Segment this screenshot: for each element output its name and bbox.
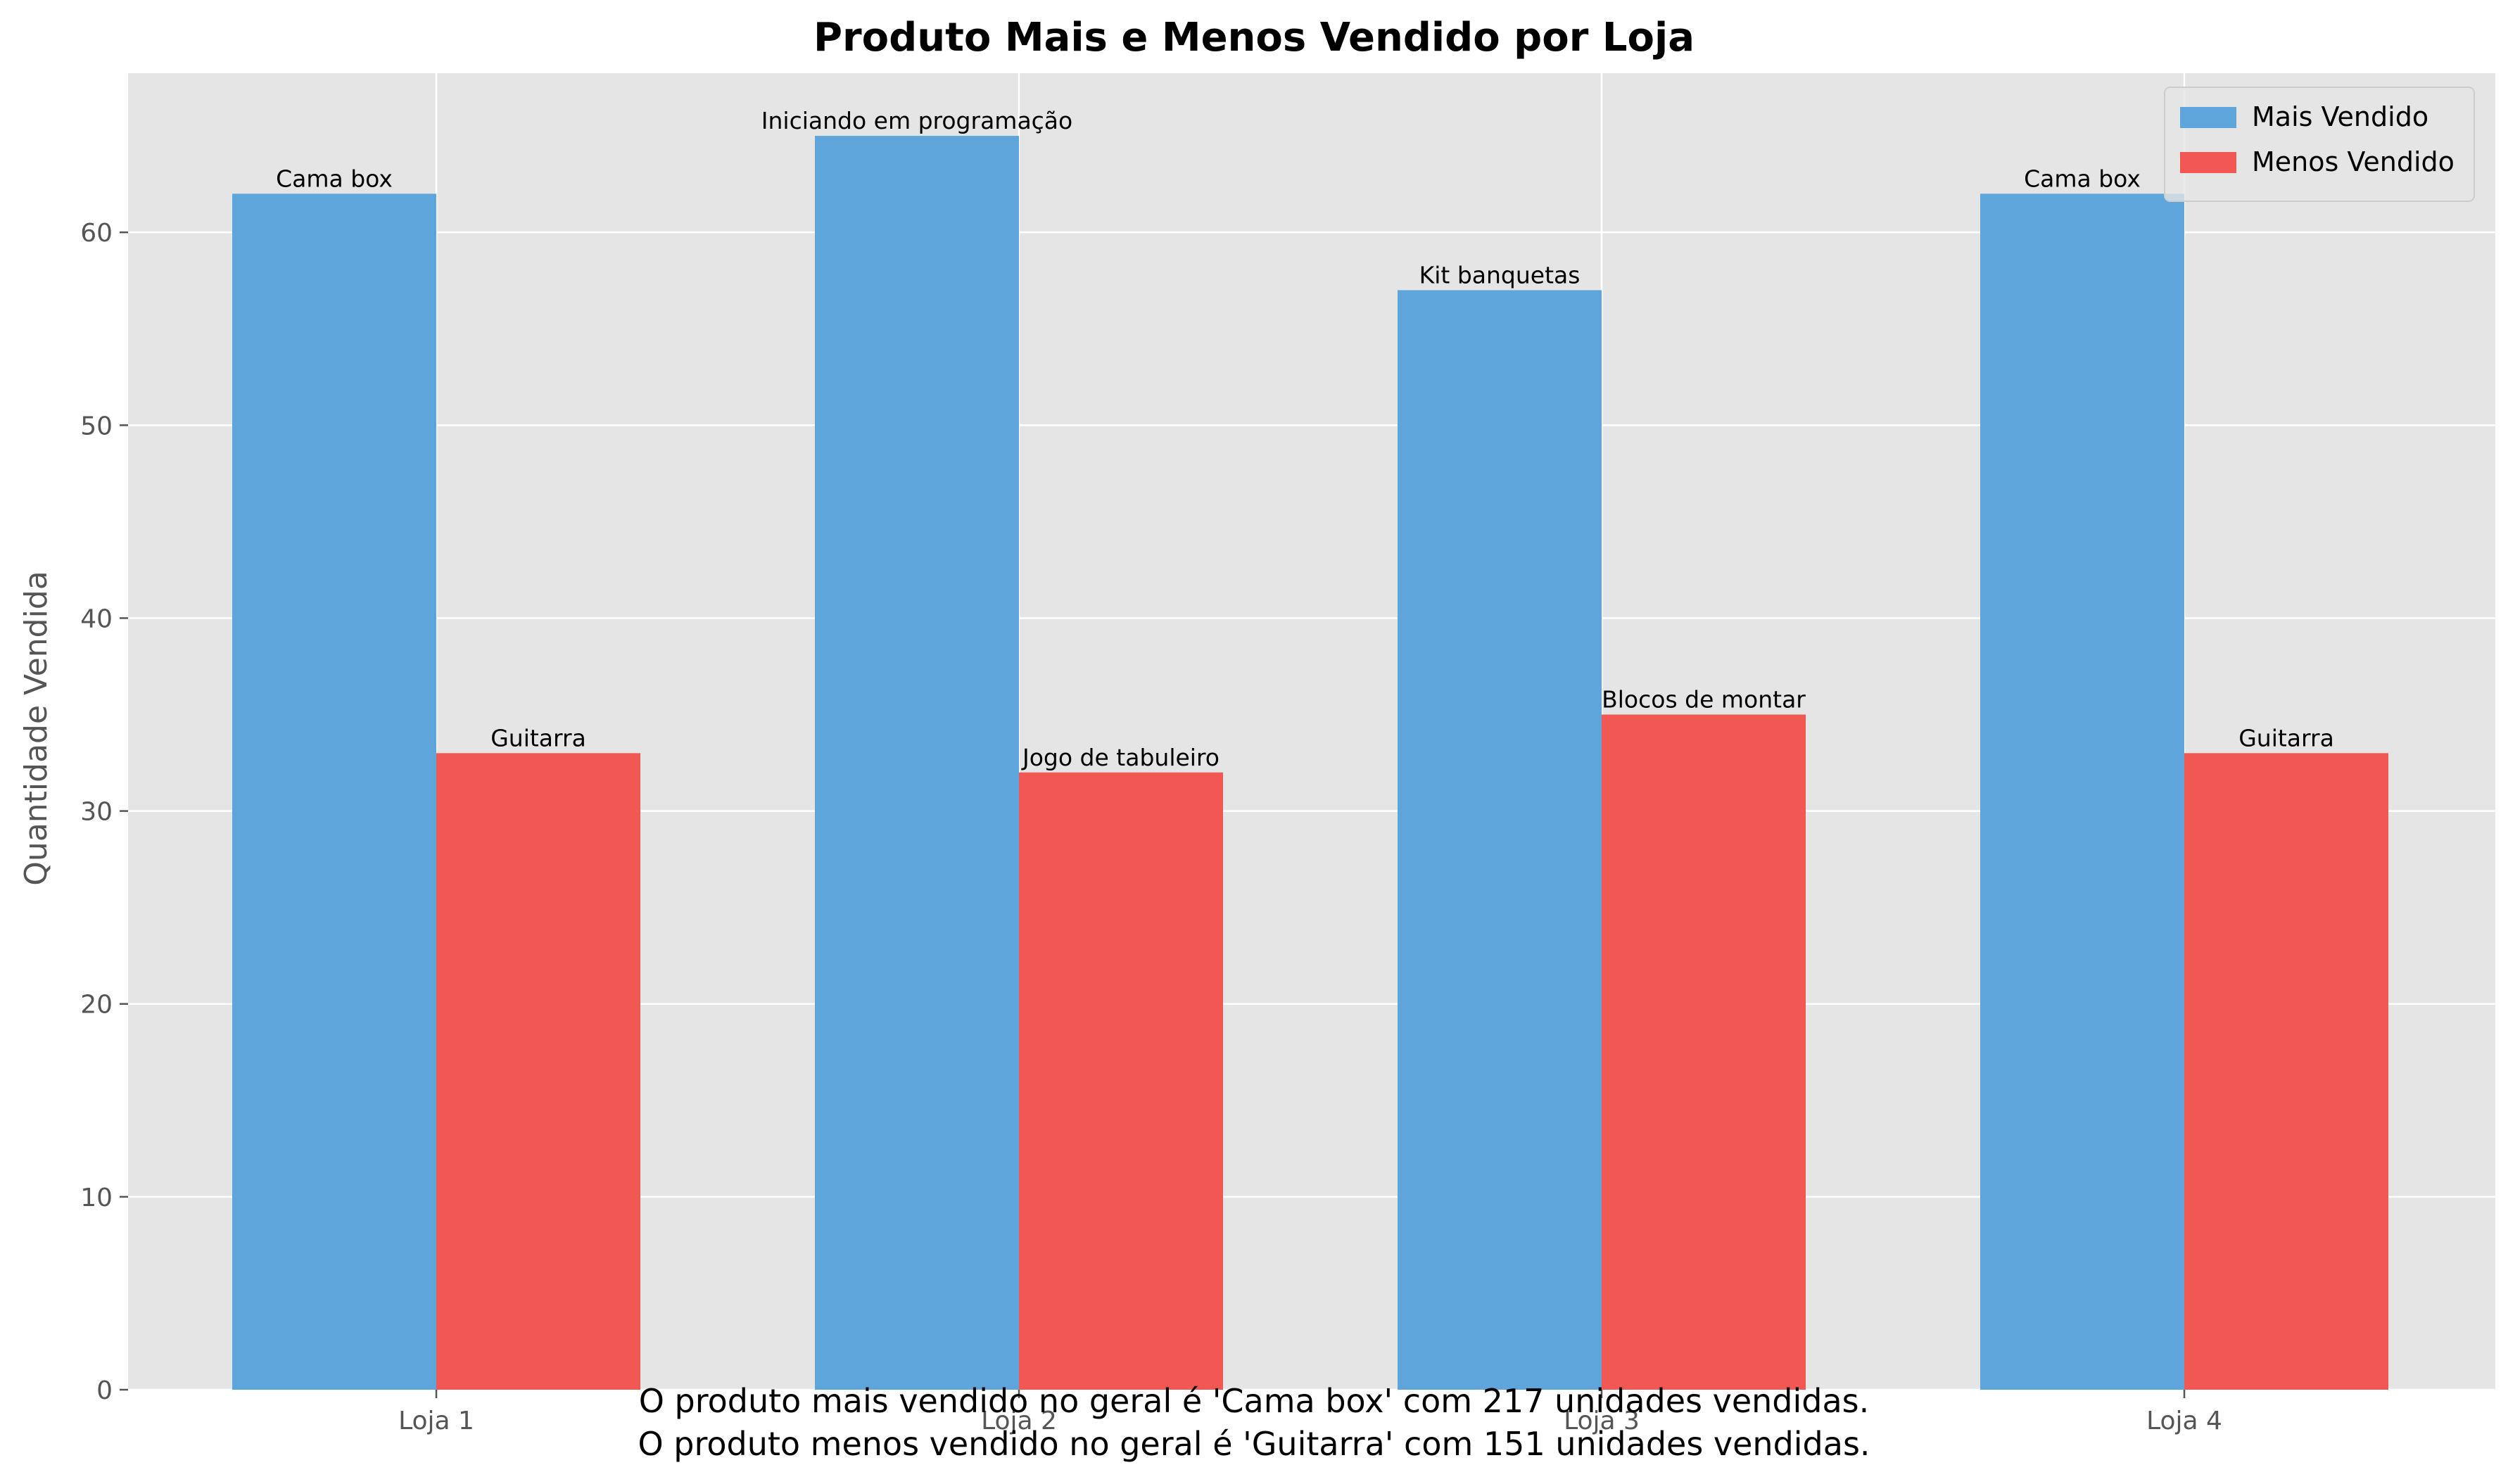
bar-most-sold [1398,290,1602,1390]
legend-box [2164,87,2475,202]
footer-note-most-sold: O produto mais vendido no geral é 'Cama … [639,1382,1870,1420]
bar-most-sold [232,194,436,1390]
y-tick-label: 40 [80,604,113,633]
footer-note-least-sold: O produto menos vendido no geral é 'Guit… [638,1425,1870,1463]
legend-swatch [2180,107,2236,128]
x-tick-label: Loja 4 [2146,1407,2222,1435]
legend-label: Menos Vendido [2252,146,2455,177]
axis-ticks: 0 10 20 30 40 50 60 Loja 1 Loja 2 Loja 3 Loja 4 [80,219,2222,1435]
bar-data-label: Blocos de montar [1602,686,1806,714]
bar-labels: Cama box Iniciando em programação Kit banq… [276,107,2334,771]
bar-most-sold [815,136,1019,1390]
bar-least-sold [1019,772,1223,1390]
bars [232,136,2388,1390]
bar-data-label: Cama box [276,165,393,192]
bar-least-sold [2184,753,2388,1390]
y-tick-label: 30 [80,798,113,827]
x-tick-label: Loja 2 [981,1407,1057,1435]
bar-data-label: Iniciando em programação [761,107,1072,134]
y-axis-label: Quantidade Vendida [18,571,54,885]
y-tick-label: 10 [80,1184,113,1212]
bar-least-sold [436,753,640,1390]
bar-least-sold [1602,714,1806,1390]
bar-data-label: Guitarra [490,724,586,751]
chart-title: Produto Mais e Menos Vendido por Loja [813,15,1695,61]
legend-swatch [2180,152,2236,173]
x-tick-label: Loja 3 [1564,1407,1640,1435]
y-tick-label: 20 [80,991,113,1020]
legend: Mais Vendido Menos Vendido [2164,87,2475,202]
x-tick-label: Loja 1 [398,1407,474,1435]
y-tick-label: 50 [80,412,113,440]
y-tick-label: 0 [96,1376,113,1405]
bar-data-label: Cama box [2024,165,2141,192]
y-tick-label: 60 [80,219,113,248]
bar-data-label: Kit banquetas [1419,261,1581,288]
bar-most-sold [1980,194,2184,1390]
legend-label: Mais Vendido [2252,101,2428,132]
bar-data-label: Jogo de tabuleiro [1021,744,1220,771]
bar-data-label: Guitarra [2238,724,2334,751]
